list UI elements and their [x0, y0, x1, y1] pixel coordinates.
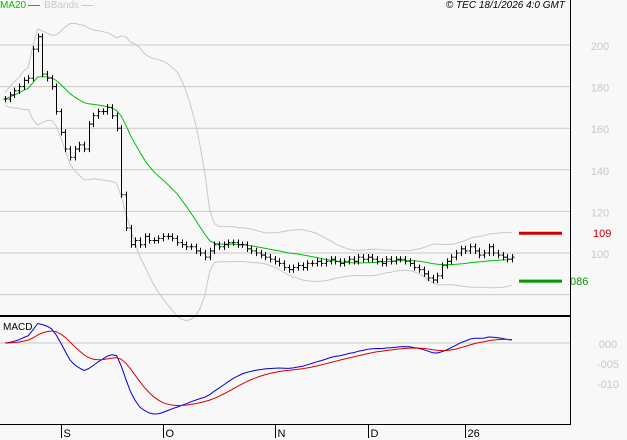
legend: MA20 BBands — [0, 0, 94, 12]
x-tick-label: N — [278, 428, 286, 440]
macd-title: MACD — [3, 322, 33, 333]
legend-ma20-swatch — [28, 4, 41, 6]
x-tick-label: O — [166, 428, 175, 440]
legend-bbands-swatch — [81, 4, 94, 6]
x-tick-label: S — [64, 428, 71, 440]
price-tick-label: 160 — [591, 124, 609, 136]
x-tick-label: 26 — [468, 428, 480, 440]
macd-tick-label: -005 — [597, 359, 619, 371]
copyright: © TEC 18/1/2026 4:0 GMT — [445, 0, 565, 11]
price-tick-label: 140 — [591, 166, 609, 178]
bband-upper-line — [4, 22, 512, 252]
price-tick-label: 180 — [591, 83, 609, 95]
level-label: 109 — [593, 228, 611, 240]
macd-signal-line — [4, 330, 512, 406]
macd-tick-label: -010 — [597, 379, 619, 391]
price-tick-label: 100 — [591, 249, 609, 261]
ma20-line — [4, 76, 512, 266]
legend-ma20: MA20 — [0, 0, 27, 11]
legend-bbands: BBands — [44, 0, 80, 11]
macd-line — [4, 322, 512, 415]
bband-lower-line — [4, 104, 513, 322]
x-tick-label: D — [371, 428, 379, 440]
price-tick-label: 200 — [591, 41, 609, 53]
macd-tick-label: 000 — [599, 339, 617, 351]
price-tick-label: 120 — [591, 207, 609, 219]
level-label: 086 — [570, 276, 588, 288]
